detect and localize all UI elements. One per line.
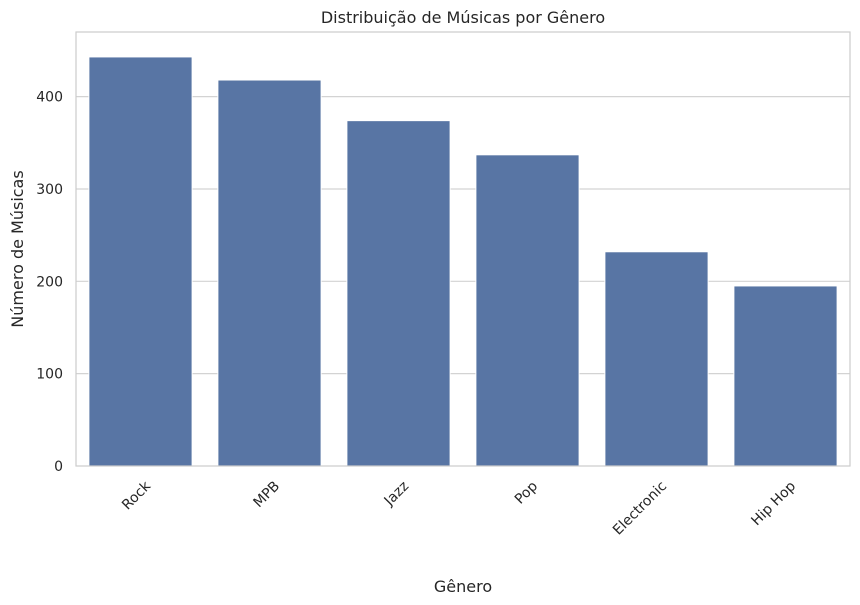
y-tick-label: 100	[36, 367, 63, 383]
bar-pop	[475, 154, 580, 467]
x-tick-label: Hip Hop	[748, 478, 799, 529]
bar-mpb	[217, 79, 322, 467]
x-tick-label: MPB	[250, 478, 283, 511]
y-tick-label: 300	[36, 182, 63, 198]
y-axis-label: Número de Músicas	[8, 170, 27, 327]
bar-hip-hop	[733, 285, 838, 467]
x-tick-label: Pop	[512, 478, 541, 507]
bar-jazz	[346, 120, 451, 467]
x-tick-label: Jazz	[381, 478, 412, 509]
y-tick-label: 0	[54, 459, 63, 475]
chart-title: Distribuição de Músicas por Gênero	[321, 8, 605, 27]
plot-frame	[75, 31, 851, 467]
y-tick-label: 400	[36, 90, 63, 106]
x-tick-label: Electronic	[610, 478, 670, 538]
y-tick-labels: 0 100 200 300 400	[36, 90, 63, 475]
x-tick-labels: Rock MPB Jazz Pop Electronic Hip Hop	[119, 478, 799, 539]
bar-rock	[88, 56, 193, 467]
bar-electronic	[604, 251, 709, 467]
x-axis-label: Gênero	[434, 577, 492, 596]
y-tick-label: 200	[36, 274, 63, 290]
grid-lines	[76, 96, 850, 375]
bars	[88, 56, 838, 467]
x-tick-label: Rock	[119, 478, 155, 514]
